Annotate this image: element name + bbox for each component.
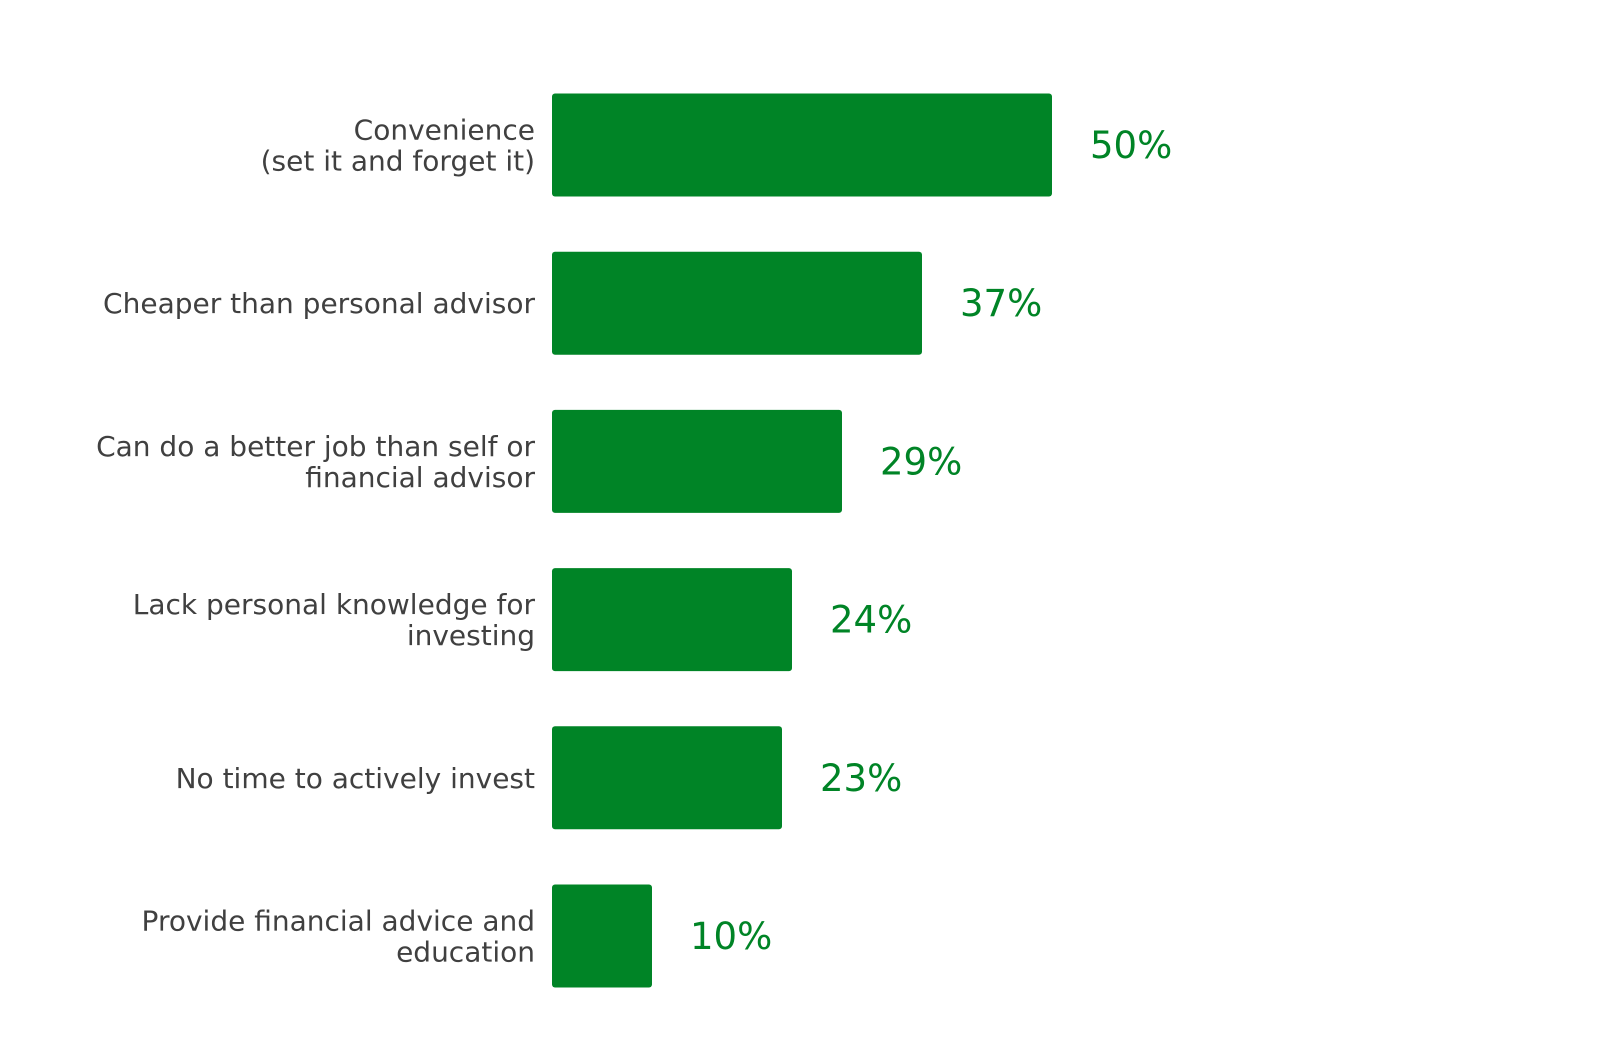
value-label-5: 23%: [820, 757, 902, 800]
value-label-2: 37%: [960, 282, 1042, 325]
value-label-6: 10%: [690, 915, 772, 958]
category-label-line: financial advisor: [305, 461, 535, 494]
category-label-line: Convenience: [354, 114, 535, 147]
category-label-5: No time to actively invest: [176, 762, 535, 795]
category-label-line: education: [396, 936, 535, 969]
bar-3: [552, 409, 842, 513]
category-label-3: Can do a better job than self or financia…: [96, 430, 535, 494]
bars-group: [552, 93, 1052, 988]
bar-4: [552, 568, 792, 672]
category-label-line: investing: [407, 619, 535, 652]
category-label-line: No time to actively invest: [176, 762, 535, 795]
bar-1: [552, 93, 1052, 197]
bar-5: [552, 726, 782, 830]
value-label-3: 29%: [880, 440, 962, 483]
category-label-line: Cheaper than personal advisor: [103, 287, 535, 320]
category-label-line: Provide financial advice and: [142, 905, 535, 938]
category-label-line: Can do a better job than self or: [96, 430, 535, 463]
category-labels-group: Convenience (set it and forget it) Cheaper…: [96, 114, 535, 969]
category-label-2: Cheaper than personal advisor: [103, 287, 535, 320]
category-label-6: Provide financial advice and education: [142, 905, 535, 969]
category-label-line: (set it and forget it): [261, 145, 535, 178]
value-label-4: 24%: [830, 599, 912, 642]
value-labels-group: 50% 37% 29% 24% 23% 10%: [690, 124, 1172, 958]
category-label-4: Lack personal knowledge for investing: [133, 588, 536, 652]
category-label-1: Convenience (set it and forget it): [261, 114, 535, 178]
bar-2: [552, 251, 922, 355]
bar-6: [552, 884, 652, 988]
value-label-1: 50%: [1090, 124, 1172, 167]
category-label-line: Lack personal knowledge for: [133, 588, 536, 621]
